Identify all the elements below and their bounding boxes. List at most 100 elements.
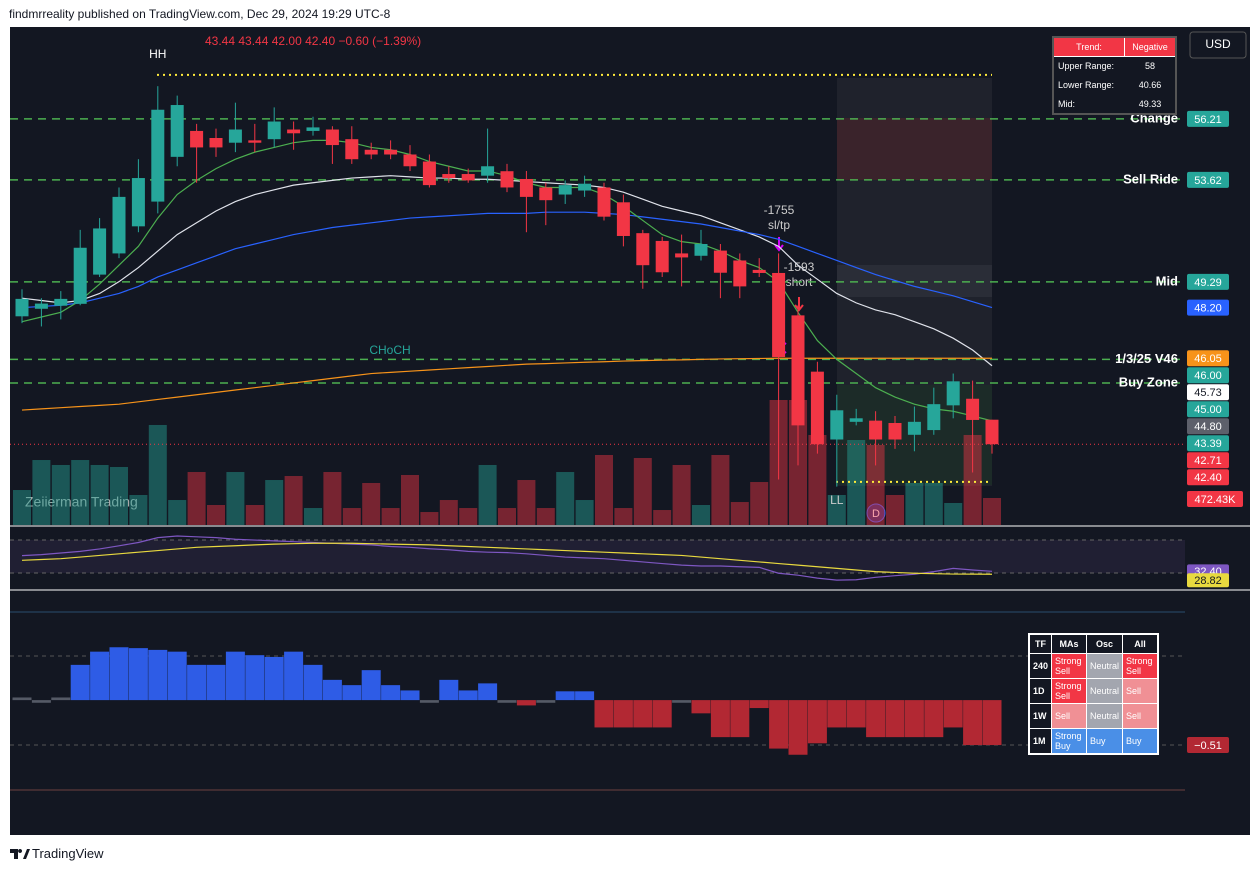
ohlc: 43.44 43.44 42.00 42.40 −0.60 (−1.39%) [205,34,421,48]
price-tag-text: 44.80 [1194,421,1222,433]
candle-body [15,298,29,317]
osc-bar [575,691,595,701]
candle-body [694,243,708,256]
osc-bar [866,700,886,738]
osc-bar [516,700,536,706]
osc-bar [710,700,730,738]
osc-bar [284,651,304,701]
table-cell: 1W [1028,703,1053,729]
table-row: 240 Strong Sell Neutral Strong Sell [1028,653,1159,679]
currency-button[interactable] [1189,31,1247,59]
osc-bar [672,700,692,703]
table-row: Mid: 49.33 [1052,94,1177,115]
volume-bar [827,494,846,525]
price-tag-text: 43.39 [1194,438,1222,450]
candle-body [810,371,824,445]
price-tag-text: 46.05 [1194,353,1222,365]
volume-bar [711,454,730,525]
volume-bar [207,504,225,525]
candle-body [325,129,339,146]
volume-bar [963,434,982,525]
volume-bar [362,482,381,525]
osc-bar [31,700,51,703]
candle-body [558,185,572,195]
volume-bar [575,500,594,525]
candle-body [675,253,689,258]
table-cell: Buy [1122,728,1159,755]
table-cell: Strong Buy [1051,728,1088,755]
candle-body [539,187,553,201]
candle-body [306,127,320,131]
table-cell: Neutral [1086,678,1124,704]
volume-bar [750,482,769,525]
volume-bar [90,464,109,525]
price-tag [1187,367,1229,384]
d-badge [866,503,886,523]
candle-body [616,202,630,236]
table-cell: Sell [1051,703,1088,729]
osc-bar [264,656,284,701]
level-label: Sell Ride [1123,171,1178,186]
candle-body [267,121,281,140]
table-cell: Upper Range: [1052,56,1125,76]
volume-bar [556,472,575,525]
volume-bar [633,458,652,525]
candle-body [384,149,398,155]
osc-bar [439,679,459,701]
volume-bar [886,494,904,525]
volume-bar [905,482,924,525]
volume-bar [498,508,516,525]
osc-bar [90,651,110,701]
candle-body [422,161,436,186]
sltp: sl/tp [768,218,790,232]
volume-bar [847,440,866,525]
table-cell: Lower Range: [1052,75,1125,95]
volume-bar [517,480,536,525]
osc-bar [12,697,32,701]
candle-body [461,174,475,181]
candle-body [287,129,301,134]
volume-bar [944,502,963,525]
volume-bar [148,424,167,525]
sell-box [837,118,992,180]
table-row: 1W Sell Neutral Sell [1028,703,1159,729]
candle-body [927,404,941,431]
candle-body [34,303,48,309]
table-cell: 1M [1028,728,1053,755]
volume-bar [459,508,478,525]
osc-bar [943,700,963,728]
osc-bar [109,647,129,701]
candle-body [733,260,747,287]
volume-bar [304,508,322,525]
volume-bar [226,472,245,525]
candle-body [131,178,145,227]
volume-bar [265,480,284,525]
osc-bar [381,685,401,701]
volume-bar [924,482,943,525]
price-tag [1187,299,1229,316]
trend-table: Trend: Negative Upper Range: 58 Lower Range:… [1052,36,1177,115]
price-tag [1187,401,1229,418]
osc-bar [128,648,148,701]
price-tag-text: 45.00 [1194,404,1222,416]
candle-body [345,139,359,160]
volume-bar [245,504,264,525]
watermark: Zeiierman Trading [25,494,138,510]
table-cell: Sell [1122,703,1159,729]
candle-body [578,183,592,191]
rsi-tag [1187,573,1229,588]
osc-bar [730,700,750,738]
volume-bar [323,472,342,525]
osc-bar [342,685,362,701]
level-label: 1/3/25 V46 [1115,351,1178,366]
osc-bar [497,700,517,703]
arrow [794,297,804,312]
price-tag [1187,384,1229,401]
volume-bar [595,454,613,525]
candle-body [403,154,417,167]
table-cell: 49.33 [1124,94,1177,115]
hh-label: HH [149,47,166,61]
d-text: D [872,508,880,520]
candle-body [966,398,980,420]
volume-bar [342,508,361,525]
